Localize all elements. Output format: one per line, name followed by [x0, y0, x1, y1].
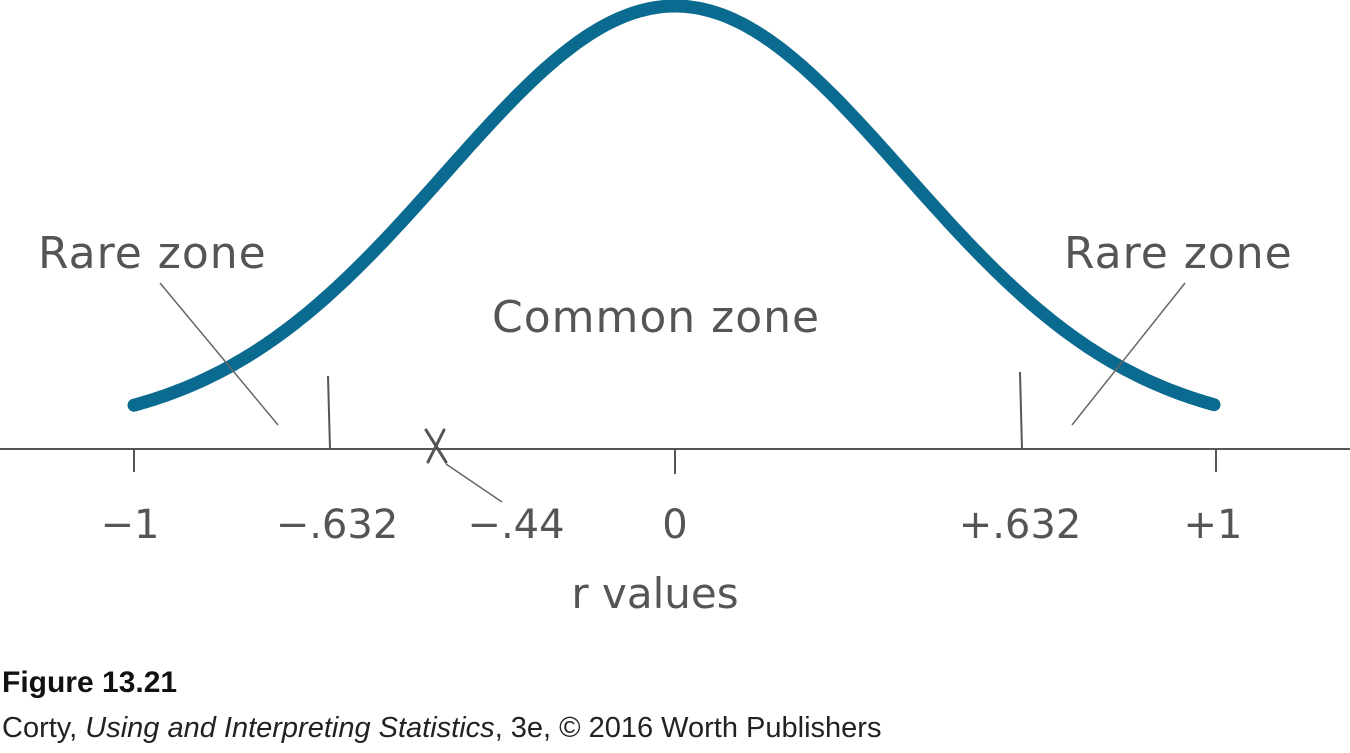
leader-line-left-rare-zone: [159, 282, 279, 426]
sampling-distribution-diagram: Rare zone Rare zone Common zone −1 −.632…: [0, 0, 1350, 618]
cutoff-line-left: [327, 375, 331, 450]
tick-label-plus-632: +.632: [959, 502, 1082, 548]
leader-line-observed: [445, 463, 503, 503]
tick-label-minus-632: −.632: [276, 502, 399, 548]
tick-label-plus-1: +1: [1184, 502, 1243, 548]
bell-curve: [127, 0, 1221, 412]
tick-label-minus-1: −1: [101, 502, 160, 548]
common-zone-label: Common zone: [492, 292, 820, 343]
figure-credit: Corty, Using and Interpreting Statistics…: [2, 712, 881, 745]
credit-author: Corty,: [2, 712, 86, 744]
right-rare-zone-label: Rare zone: [1064, 228, 1293, 279]
cutoff-line-right: [1019, 371, 1023, 450]
observed-value-marker: [424, 428, 448, 464]
observed-value-label: −.44: [467, 502, 564, 548]
leader-line-right-rare-zone: [1071, 282, 1186, 426]
figure-number: Figure 13.21: [2, 666, 178, 699]
credit-book-title: Using and Interpreting Statistics: [85, 712, 495, 744]
tick-label-0: 0: [662, 502, 687, 548]
left-rare-zone-label: Rare zone: [38, 228, 267, 279]
credit-rest: , 3e, © 2016 Worth Publishers: [494, 712, 882, 744]
axis-title: r values: [571, 569, 738, 618]
